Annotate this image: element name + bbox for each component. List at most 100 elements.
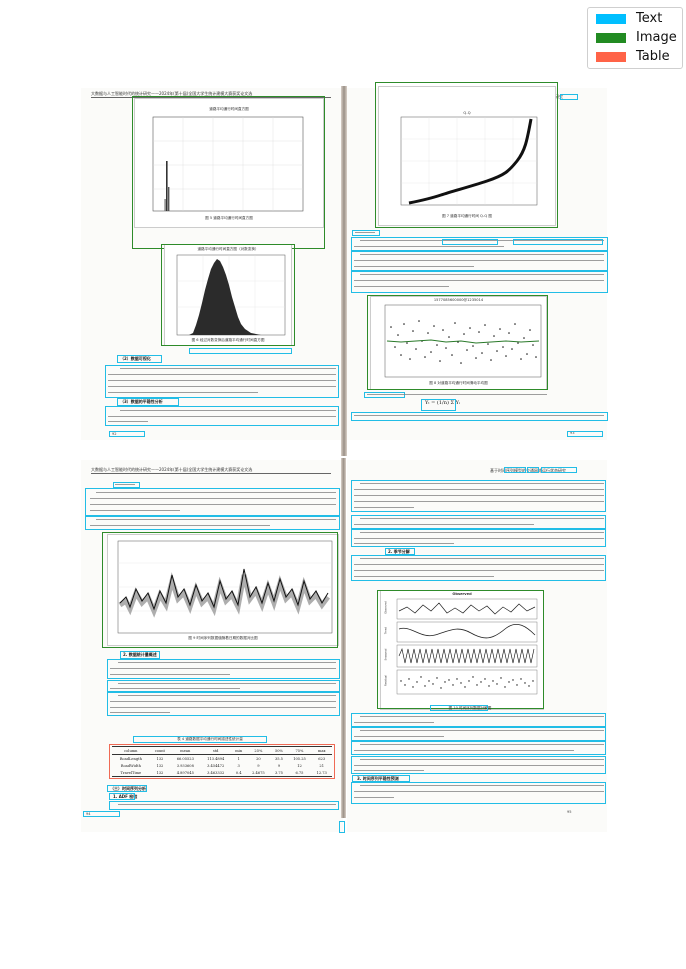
text-line — [354, 260, 604, 262]
text-line — [360, 744, 604, 746]
text-line — [120, 368, 336, 370]
text-box-paragraph-p2-5 — [351, 412, 608, 421]
figure-6-title: 道路平均通行时间直方图（对数变换） — [197, 247, 259, 251]
text-line — [354, 246, 504, 248]
table-cell: TravelTime — [120, 770, 142, 775]
table-cell: 9 — [277, 763, 281, 768]
text-box-heading-ts — [107, 785, 147, 792]
text-box-paragraph-p4-9 — [351, 782, 606, 804]
text-line — [355, 232, 375, 234]
text-line — [108, 374, 336, 376]
legend-label-text: Text — [636, 11, 663, 26]
text-box-heading-arima — [352, 775, 410, 782]
text-box-paragraph-p3-1 — [85, 488, 340, 516]
image-box-fig5 — [132, 96, 325, 249]
legend-label-image: Image — [636, 30, 677, 45]
table-cell: 6.75 — [295, 770, 304, 775]
text-box-fig6-caption — [189, 348, 292, 354]
text-line — [96, 492, 336, 494]
table-cell: 3.75 — [274, 770, 283, 775]
text-line — [110, 701, 336, 703]
text-line — [108, 416, 336, 418]
section-heading-time-series: （三）时间序列分析 — [110, 786, 146, 791]
text-box-paragraph-p2-2 — [351, 251, 608, 271]
text-line — [360, 483, 604, 485]
text-line — [360, 785, 604, 787]
table-cell: 12 — [297, 763, 302, 768]
text-line — [354, 797, 394, 799]
text-line — [354, 415, 604, 417]
text-line — [90, 510, 180, 512]
table-row: RoadLength 132 66.05523 113.4894 1 20 35… — [112, 755, 332, 763]
text-line — [354, 736, 444, 738]
section-heading-visualization: （2）数据可视化 — [120, 356, 151, 361]
figure-7-qq-plot: Q-Q 图 7 道路平均通行时间 Q-Q 图 — [378, 86, 556, 226]
section-heading-adf: 1. ADF 检验 — [113, 794, 138, 799]
text-box-paragraph-p3-4 — [107, 680, 340, 692]
legend-item-image: Image — [594, 29, 682, 47]
descriptive-stats-table: column count mean std min 25% 50% 75% ma… — [112, 746, 332, 777]
text-box-paragraph-p3-6 — [109, 801, 339, 810]
text-box-paragraph-p3-3 — [107, 659, 340, 679]
figure-5-histogram: 道路平均通行时间直方图 图 5 道路平均通行时间直方图 — [134, 98, 324, 228]
text-box-heading-2 — [117, 398, 179, 406]
text-box-running-head-4a — [504, 467, 526, 473]
table-cell: 35.5 — [274, 756, 283, 761]
text-line — [354, 495, 604, 497]
text-line — [360, 730, 604, 732]
text-box-inline-term-1 — [442, 239, 498, 245]
text-line — [354, 722, 434, 724]
text-box-paragraph-p3-2 — [85, 516, 340, 530]
text-line — [354, 266, 474, 268]
text-line — [354, 765, 604, 767]
legend-item-text: Text — [594, 10, 682, 28]
text-line — [108, 380, 336, 382]
table-cell: RoadWidth — [120, 763, 141, 768]
text-box-heading-stats — [120, 651, 160, 659]
table-cell: 4.897045 — [176, 770, 194, 775]
text-line — [360, 716, 604, 718]
text-line — [110, 688, 240, 690]
table-cell: 3.933608 — [176, 763, 194, 768]
figure-8-caption: 图 8 对道路平均通行时间滑动平均图 — [429, 381, 488, 385]
text-box-paragraph-p2-3 — [351, 271, 608, 293]
text-line — [108, 386, 336, 388]
section-heading-stats: 2. 数据统计量概述 — [123, 652, 157, 657]
page-4-running-head: 基于时间序列模型的交通网络运行状态研究 — [490, 468, 566, 473]
text-line — [110, 668, 336, 670]
text-line — [360, 274, 604, 276]
text-line — [96, 519, 336, 521]
figure-5-plot — [152, 116, 304, 212]
text-line — [110, 674, 230, 676]
text-box-running-head-4c — [541, 467, 577, 473]
text-line — [360, 532, 604, 534]
text-line — [354, 576, 494, 578]
text-line — [360, 759, 604, 761]
table-cell: 12.73 — [316, 770, 327, 775]
section-heading-arima: 3. 时间序列平稳性预测 — [357, 776, 399, 781]
figure-8-title: 1577085600000@1235014 — [433, 298, 484, 302]
text-line — [360, 558, 604, 560]
text-box-paragraph-1 — [105, 365, 339, 398]
table-header-cell: 75% — [295, 748, 304, 753]
figure-9-plot — [117, 540, 333, 634]
text-box-paragraph-2 — [105, 406, 339, 426]
text-line — [354, 524, 534, 526]
table-cell: 66.05523 — [176, 756, 194, 761]
text-box-table-caption — [133, 736, 267, 743]
text-line — [118, 804, 336, 806]
text-line — [354, 280, 604, 282]
text-line — [108, 392, 258, 394]
text-line — [367, 394, 547, 396]
table-header-cell: mean — [180, 748, 191, 753]
text-line — [354, 564, 604, 566]
text-box-heading-1 — [117, 355, 162, 363]
text-line — [354, 489, 604, 491]
figure-5-title: 道路平均通行时间直方图 — [209, 107, 249, 111]
text-box-paragraph-p3-5 — [107, 692, 340, 716]
table-cell: 9 — [257, 763, 260, 768]
page-1-running-head: 大数据与人工智能时代的统计研究——2024年(第十届)全国大学生统计建模大赛获奖… — [91, 91, 253, 96]
text-line — [118, 695, 336, 697]
figure-6-histogram: 道路平均通行时间直方图（对数变换） 图 6 经过对数变换后道路平均通行时间直方图 — [164, 244, 292, 346]
text-box-heading-p3 — [113, 482, 140, 488]
